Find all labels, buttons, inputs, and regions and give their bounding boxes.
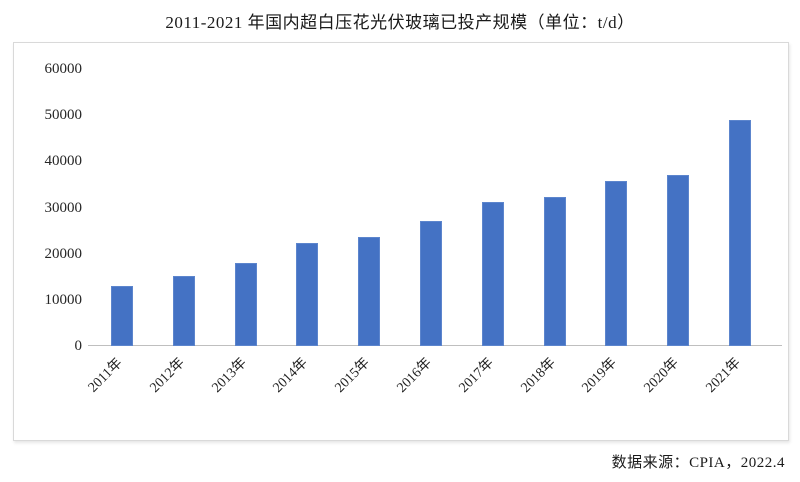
y-tick-label: 10000 [44,291,83,308]
bar-slot [338,69,400,346]
x-tick-label: 2014年 [270,355,312,396]
y-tick-label: 40000 [44,153,83,170]
bar-2021年 [729,120,752,346]
y-tick-label: 20000 [44,245,83,262]
bar-slot [586,69,648,346]
x-tick-label: 2017年 [456,355,497,396]
bar-slot [276,69,338,346]
x-tick-label: 2015年 [332,355,373,396]
x-tick-label: 2018年 [518,355,559,396]
bar-2015年 [358,237,381,346]
y-axis-labels: 0 10000 20000 30000 40000 50000 60000 [14,43,86,440]
x-tick-label: 2020年 [641,355,683,396]
x-tick-label: 2013年 [209,355,250,396]
x-tick-label: 2012年 [147,355,188,396]
bar-slot [400,69,462,346]
y-tick-label: 50000 [44,107,83,124]
bar-2016年 [419,221,442,346]
data-source: 数据来源：CPIA，2022.4 [611,455,785,471]
y-tick-label: 60000 [44,61,83,77]
y-tick-label: 30000 [44,199,83,216]
bar-2013年 [234,263,257,346]
bar-2019年 [605,181,628,346]
x-tick-label: 2011年 [85,355,126,396]
bar-2020年 [667,175,690,346]
chart-box: 0 10000 20000 30000 40000 50000 60000 2011年 201… [13,42,789,441]
y-tick-label: 0 [74,338,83,354]
x-tick-label: 2019年 [579,355,621,396]
bar-2018年 [543,197,566,346]
plot-area [91,69,771,346]
bar-2017年 [481,202,504,346]
bar-2014年 [296,243,319,346]
bar-slot [153,69,215,346]
x-tick-label: 2016年 [394,355,435,396]
bar-slot [647,69,709,346]
bar-slot [462,69,524,346]
bar-slot [709,69,771,346]
bar-slot [91,69,153,346]
bar-2011年 [110,286,133,346]
bar-slot [215,69,277,346]
x-axis-labels: 2011年 2012年 2013年 2014年 2015年 2016年 2017年 2018年… [86,346,771,436]
bar-slot [524,69,586,346]
x-tick-label: 2021年 [703,355,744,396]
bar-2012年 [172,276,195,346]
chart-title: 2011-2021 年国内超白压花光伏玻璃已投产规模（单位：t/d） [165,13,635,32]
